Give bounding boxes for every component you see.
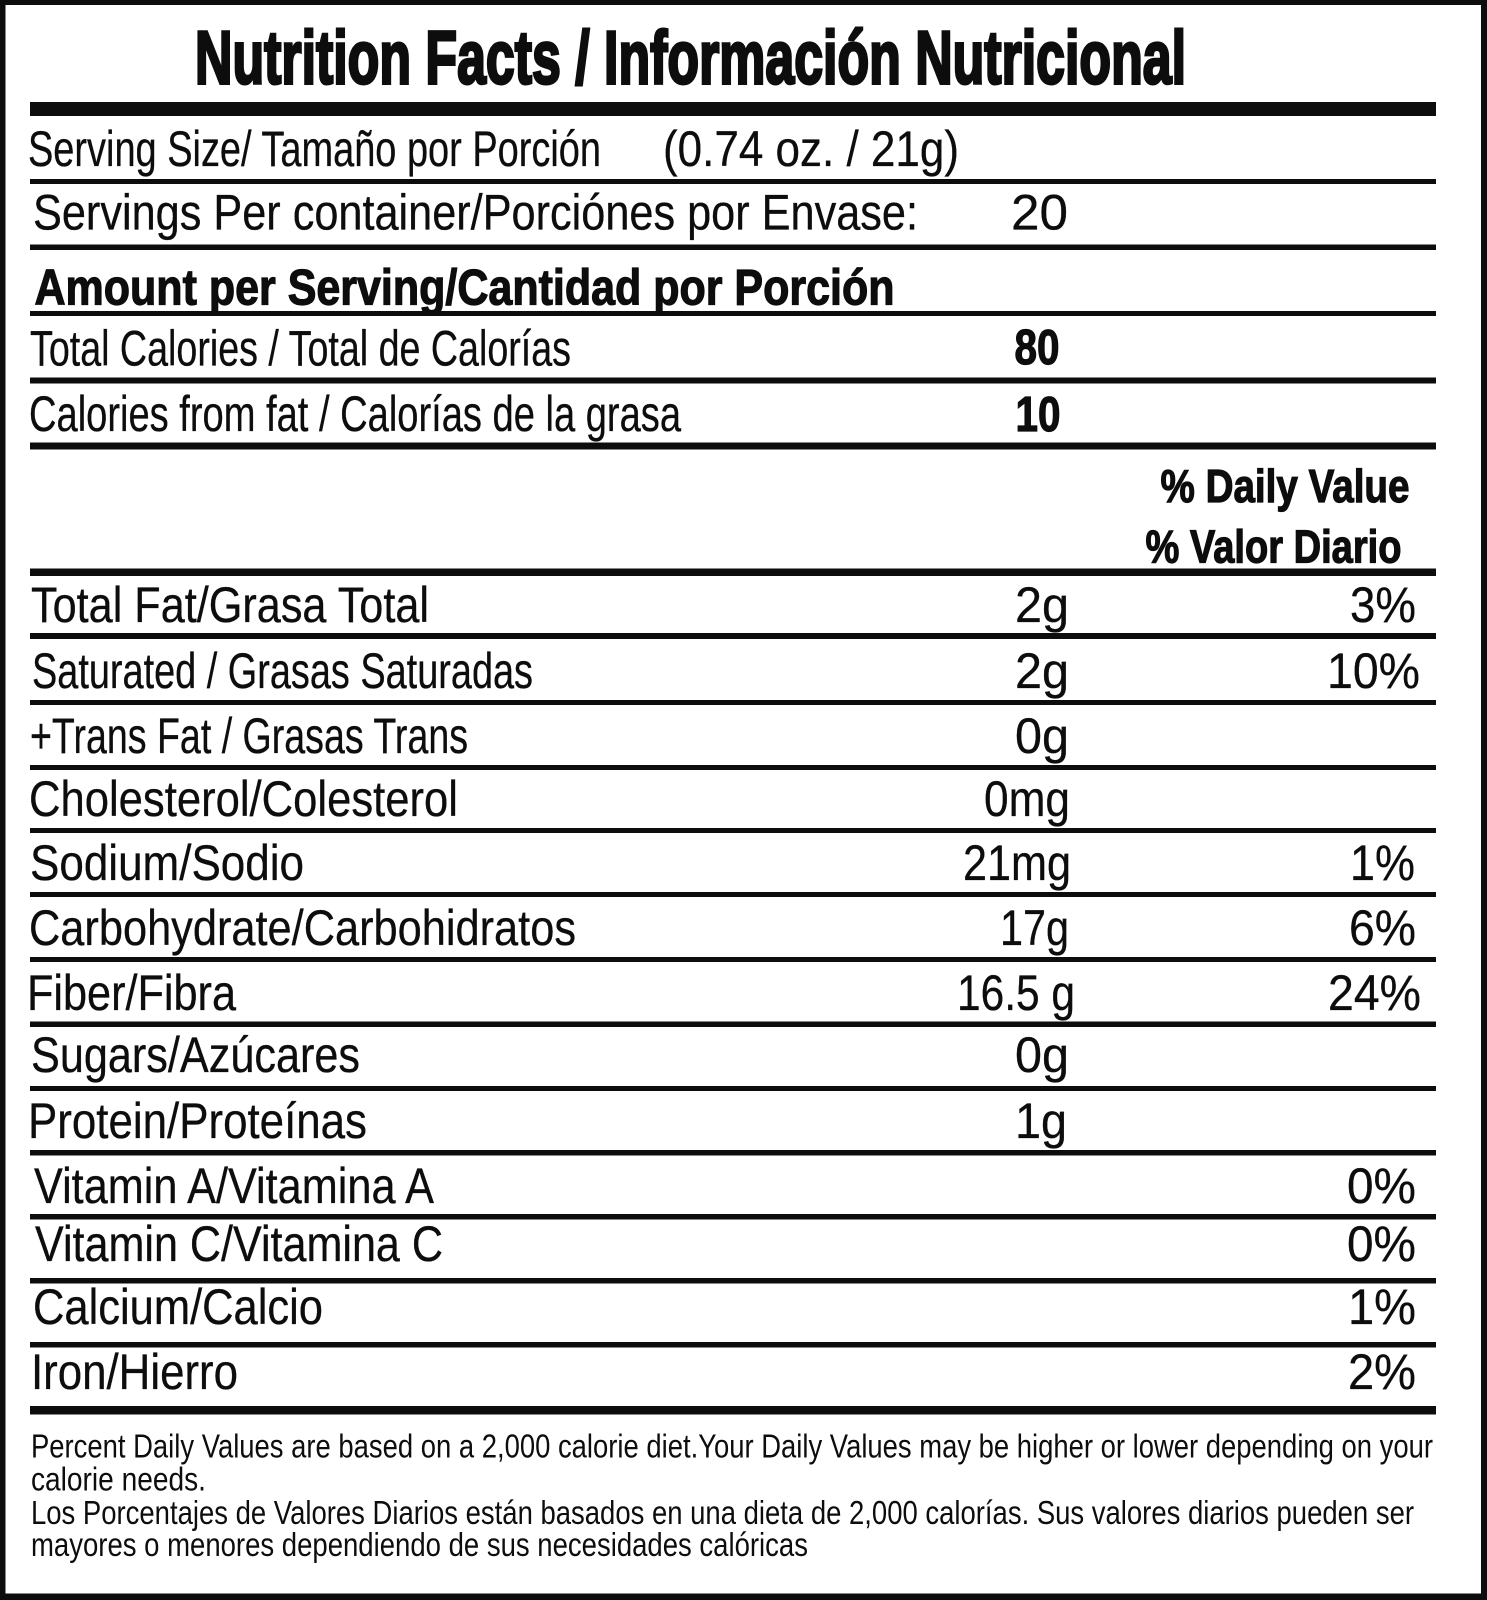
svg-text:3%: 3% — [1350, 576, 1416, 633]
svg-text:Sodium/Sodio: Sodium/Sodio — [30, 834, 304, 891]
svg-text:+Trans Fat / Grasas Trans: +Trans Fat / Grasas Trans — [30, 707, 468, 764]
svg-text:Carbohydrate/Carbohidratos: Carbohydrate/Carbohidratos — [29, 899, 576, 956]
svg-text:% Daily Value: % Daily Value — [1161, 460, 1410, 512]
svg-text:2g: 2g — [1015, 642, 1069, 699]
svg-text:21mg: 21mg — [963, 834, 1071, 891]
svg-text:2g: 2g — [1015, 576, 1069, 633]
svg-text:Sugars/Azúcares: Sugars/Azúcares — [31, 1026, 360, 1083]
svg-text:% Valor Diario: % Valor Diario — [1146, 521, 1402, 573]
svg-text:Protein/Proteínas: Protein/Proteínas — [28, 1092, 367, 1149]
svg-text:6%: 6% — [1349, 899, 1416, 956]
svg-text:Serving Size/ Tamaño por Porci: Serving Size/ Tamaño por Porción — [28, 120, 601, 177]
svg-text:10: 10 — [1016, 387, 1061, 442]
svg-text:mayores o menores dependiendo: mayores o menores dependiendo de sus nec… — [31, 1526, 808, 1563]
svg-text:0%: 0% — [1347, 1157, 1416, 1214]
svg-text:1g: 1g — [1015, 1092, 1067, 1149]
svg-text:(0.74 oz. / 21g): (0.74 oz. / 21g) — [663, 120, 959, 177]
svg-text:Amount per Serving/Cantidad po: Amount per Serving/Cantidad por Porción — [35, 259, 895, 316]
svg-text:Cholesterol/Colesterol: Cholesterol/Colesterol — [29, 770, 458, 827]
svg-text:80: 80 — [1015, 320, 1060, 375]
svg-text:0mg: 0mg — [984, 770, 1070, 827]
svg-text:16.5 g: 16.5 g — [957, 964, 1075, 1021]
svg-text:0%: 0% — [1347, 1215, 1416, 1272]
svg-text:17g: 17g — [1000, 899, 1069, 956]
svg-text:0g: 0g — [1015, 1026, 1069, 1083]
svg-text:2%: 2% — [1348, 1343, 1416, 1400]
svg-text:20: 20 — [1011, 184, 1068, 241]
svg-text:1%: 1% — [1350, 834, 1415, 891]
svg-text:Calcium/Calcio: Calcium/Calcio — [33, 1278, 323, 1335]
svg-text:Los Porcentajes de Valores Dia: Los Porcentajes de Valores Diarios están… — [31, 1494, 1414, 1531]
svg-text:10%: 10% — [1327, 642, 1420, 699]
svg-text:Total Calories / Total de Calo: Total Calories / Total de Calorías — [30, 320, 571, 377]
svg-text:1%: 1% — [1348, 1278, 1416, 1335]
svg-text:Servings Per container/Porción: Servings Per container/Porciónes por Env… — [33, 184, 918, 241]
svg-text:Percent Daily Values are based: Percent Daily Values are based on a 2,00… — [31, 1428, 1433, 1465]
svg-text:Vitamin C/Vitamina C: Vitamin C/Vitamina C — [35, 1215, 443, 1272]
svg-text:Fiber/Fibra: Fiber/Fibra — [27, 964, 237, 1021]
svg-text:Nutrition Facts / Información: Nutrition Facts / Información Nutriciona… — [195, 16, 1186, 100]
svg-text:Iron/Hierro: Iron/Hierro — [31, 1343, 238, 1400]
svg-text:Saturated / Grasas Saturadas: Saturated / Grasas Saturadas — [32, 642, 533, 699]
svg-text:0g: 0g — [1015, 707, 1069, 764]
svg-text:calorie needs.: calorie needs. — [31, 1461, 206, 1498]
svg-text:Total Fat/Grasa Total: Total Fat/Grasa Total — [31, 576, 429, 633]
svg-text:Calories from fat / Calorías d: Calories from fat / Calorías de la grasa — [29, 385, 682, 442]
svg-text:Vitamin A/Vitamina A: Vitamin A/Vitamina A — [34, 1157, 434, 1214]
svg-text:24%: 24% — [1328, 964, 1421, 1021]
